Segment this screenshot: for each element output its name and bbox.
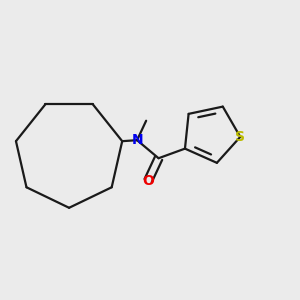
Text: S: S (235, 130, 245, 144)
Text: O: O (142, 174, 154, 188)
Text: N: N (131, 133, 143, 147)
